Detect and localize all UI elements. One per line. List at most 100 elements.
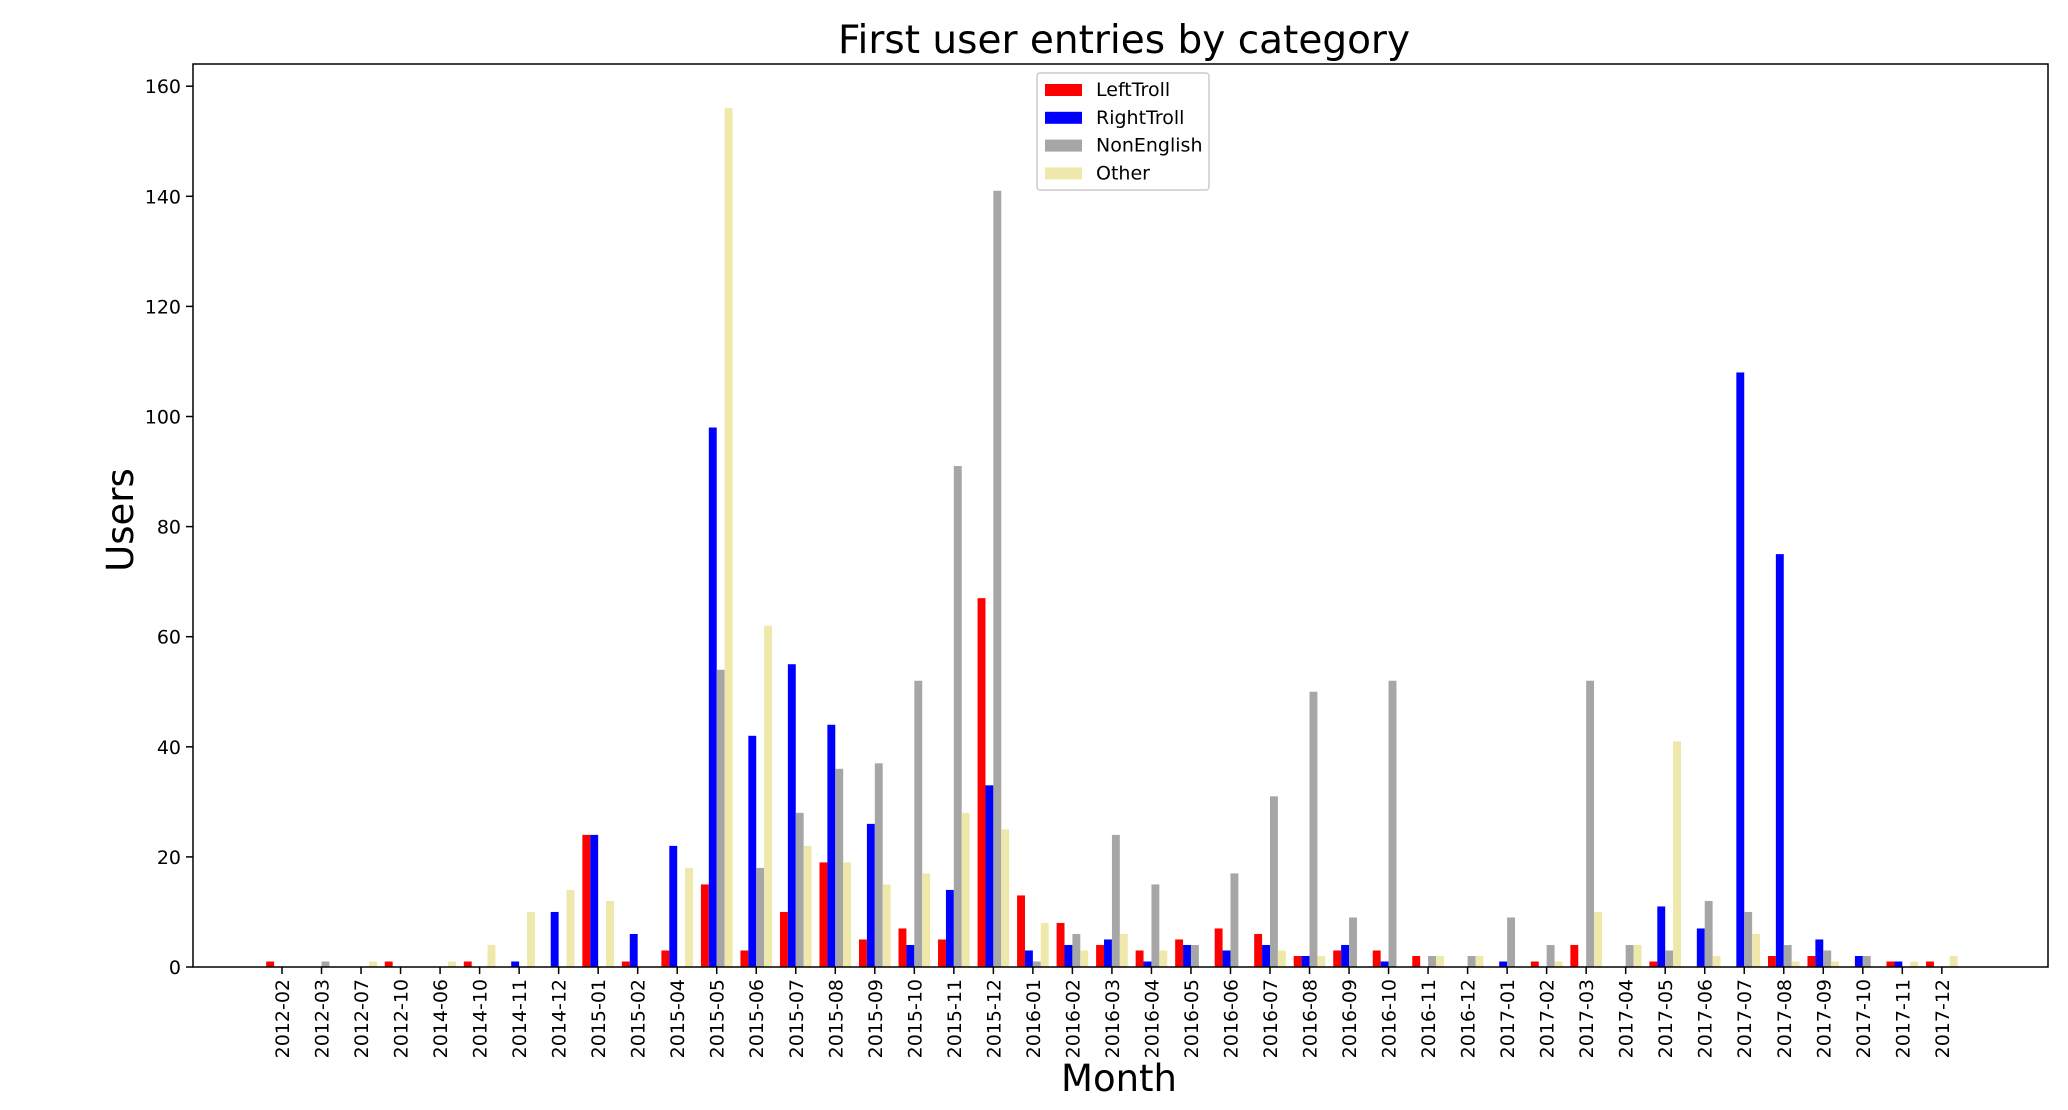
bar-LeftTroll-2016-08 (1293, 955, 1302, 967)
bar-LeftTroll-2015-09 (859, 939, 867, 967)
bar-NonEnglish-2016-03 (1111, 834, 1120, 967)
x-tick-label: 2014-10 (470, 979, 492, 1058)
bar-NonEnglish-2017-03 (1586, 680, 1595, 967)
bar-Other-2016-04 (1159, 950, 1168, 968)
bar-RightTroll-2015-10 (906, 944, 915, 967)
x-tick-label: 2015-09 (865, 979, 887, 1058)
x-tick-label: 2017-08 (1774, 979, 1796, 1058)
bar-NonEnglish-2017-10 (1862, 955, 1871, 967)
x-tick-label: 2016-05 (1181, 979, 1203, 1058)
bar-RightTroll-2017-11 (1894, 961, 1903, 967)
bar-LeftTroll-2012-02 (266, 961, 275, 967)
bar-Other-2016-07 (1277, 950, 1286, 968)
bar-Other-2017-05 (1673, 741, 1681, 967)
bar-NonEnglish-2015-05 (716, 669, 725, 967)
bar-LeftTroll-2015-01 (582, 834, 591, 967)
bar-LeftTroll-2015-12 (977, 598, 986, 967)
bar-NonEnglish-2016-07 (1270, 796, 1278, 968)
bar-NonEnglish-2016-11 (1428, 955, 1436, 967)
bar-RightTroll-2016-05 (1183, 944, 1191, 967)
x-tick-label: 2016-09 (1339, 979, 1361, 1058)
bar-Other-2015-08 (843, 862, 852, 967)
bar-RightTroll-2016-07 (1262, 944, 1270, 967)
bar-NonEnglish-2017-08 (1783, 944, 1792, 967)
bar-Other-2016-12 (1475, 955, 1484, 967)
bar-NonEnglish-2017-02 (1546, 944, 1555, 967)
x-tick-label: 2016-01 (1023, 979, 1045, 1058)
bar-RightTroll-2017-10 (1854, 955, 1863, 967)
bar-LeftTroll-2012-10 (384, 961, 393, 967)
x-tick-label: 2016-04 (1141, 979, 1163, 1058)
bar-RightTroll-2015-12 (985, 785, 994, 967)
x-tick-label: 2016-08 (1300, 979, 1322, 1058)
bar-LeftTroll-2016-05 (1175, 939, 1184, 967)
bar-LeftTroll-2016-10 (1372, 950, 1381, 968)
legend: LeftTroll RightTroll NonEnglish Other (1036, 72, 1210, 191)
bar-Other-2016-01 (1040, 922, 1049, 967)
x-tick-label: 2014-06 (430, 979, 452, 1058)
bar-RightTroll-2016-04 (1143, 961, 1152, 967)
bar-Other-2016-03 (1119, 933, 1128, 967)
bar-NonEnglish-2015-07 (795, 812, 804, 967)
x-tick-label: 2017-12 (1932, 979, 1954, 1058)
bar-RightTroll-2015-05 (708, 427, 717, 967)
bar-NonEnglish-2015-09 (874, 763, 883, 968)
x-tick-label: 2014-11 (509, 979, 531, 1058)
x-tick-label: 2012-03 (312, 979, 334, 1058)
x-tick-label: 2016-12 (1458, 979, 1480, 1058)
bar-Other-2017-11 (1910, 961, 1919, 967)
bar-RightTroll-2015-02 (629, 933, 638, 967)
legend-swatch-Other (1045, 167, 1082, 180)
y-tick-label: 100 (145, 407, 181, 429)
bar-RightTroll-2016-06 (1222, 950, 1231, 968)
bar-RightTroll-2015-09 (866, 823, 875, 967)
bar-Other-2015-11 (961, 812, 970, 967)
bar-RightTroll-2015-11 (945, 889, 954, 967)
bar-LeftTroll-2017-08 (1767, 955, 1776, 967)
bar-Other-2014-11 (527, 911, 535, 967)
bar-NonEnglish-2016-02 (1072, 933, 1081, 967)
bar-NonEnglish-2016-05 (1190, 944, 1199, 967)
x-tick-label: 2015-02 (628, 979, 650, 1058)
y-tick-label: 140 (145, 186, 181, 208)
bar-LeftTroll-2015-04 (661, 950, 670, 968)
bar-NonEnglish-2015-10 (914, 680, 923, 967)
bar-LeftTroll-2015-06 (740, 950, 749, 968)
bar-LeftTroll-2016-06 (1214, 928, 1223, 967)
legend-label-RightTroll: RightTroll (1096, 107, 1184, 129)
bar-NonEnglish-2012-03 (321, 961, 330, 967)
bar-NonEnglish-2015-12 (993, 190, 1002, 968)
bar-RightTroll-2017-09 (1815, 939, 1824, 967)
x-tick-label: 2017-09 (1813, 979, 1835, 1058)
x-tick-label: 2017-10 (1853, 979, 1875, 1058)
bar-RightTroll-2015-07 (787, 664, 796, 967)
bar-RightTroll-2016-03 (1104, 939, 1112, 967)
bar-NonEnglish-2016-04 (1151, 884, 1160, 967)
bar-RightTroll-2016-09 (1341, 944, 1350, 967)
y-axis: 0 20 40 60 80 100 120 140 160 (145, 76, 193, 979)
bar-RightTroll-2015-01 (590, 834, 599, 967)
x-axis-label: Month (1061, 1057, 1177, 1100)
x-tick-label: 2015-07 (786, 979, 808, 1058)
bar-NonEnglish-2016-08 (1309, 691, 1318, 967)
bar-LeftTroll-2016-09 (1333, 950, 1342, 968)
x-tick-label: 2012-07 (351, 979, 373, 1058)
y-tick-label: 60 (157, 627, 181, 649)
plot-frame (192, 63, 2049, 968)
bar-NonEnglish-2016-01 (1032, 961, 1041, 967)
bar-LeftTroll-2016-01 (1017, 895, 1025, 967)
bar-Other-2015-07 (803, 845, 812, 967)
y-tick-label: 40 (157, 737, 181, 759)
bar-Other-2015-12 (1001, 829, 1010, 968)
bar-NonEnglish-2016-06 (1230, 873, 1239, 967)
x-tick-label: 2016-06 (1220, 979, 1242, 1058)
legend-label-LeftTroll: LeftTroll (1096, 79, 1170, 101)
bar-LeftTroll-2017-05 (1649, 961, 1658, 967)
x-tick-label: 2017-04 (1616, 979, 1638, 1058)
bar-LeftTroll-2015-11 (938, 939, 946, 967)
x-tick-label: 2017-11 (1892, 979, 1914, 1058)
bar-RightTroll-2015-08 (827, 724, 836, 967)
legend-label-Other: Other (1096, 162, 1150, 184)
bar-LeftTroll-2016-07 (1254, 933, 1263, 967)
